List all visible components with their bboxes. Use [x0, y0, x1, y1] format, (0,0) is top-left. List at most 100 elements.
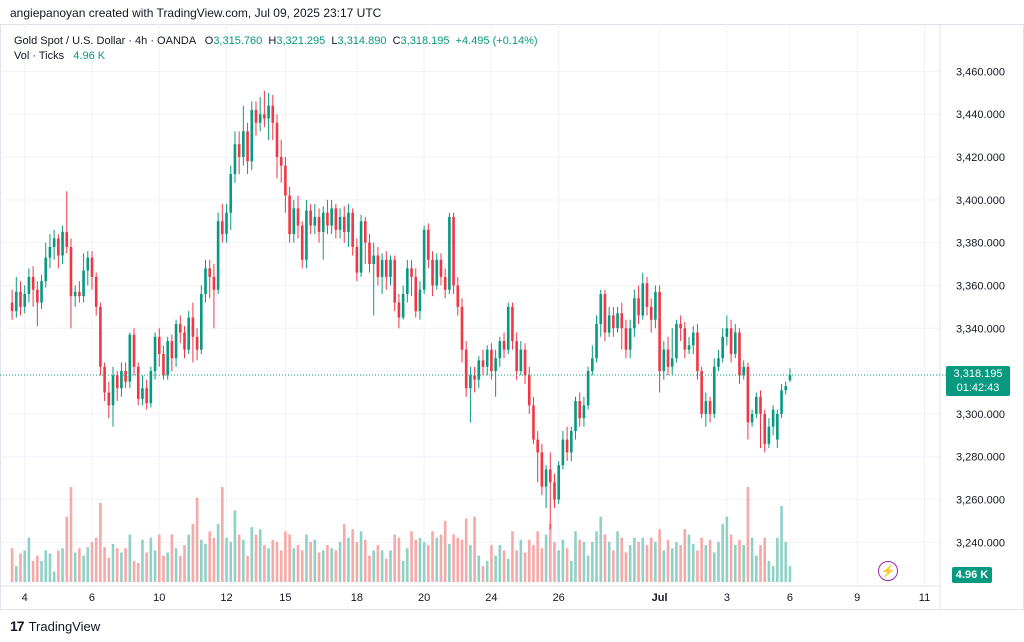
y-tick-label: 3,440.000 [956, 109, 1005, 121]
volume-bar [69, 487, 73, 582]
candle-body [439, 259, 443, 277]
volume-bar [246, 555, 249, 582]
volume-bar [733, 545, 737, 582]
volume-bar [187, 534, 190, 582]
candle-body [174, 323, 178, 359]
volume-bar [216, 523, 220, 582]
y-tick-label: 3,400.000 [956, 195, 1005, 207]
high-value: 3,321.295 [276, 35, 326, 47]
candle-body [544, 469, 548, 487]
lightning-icon[interactable]: ⚡ [878, 561, 898, 581]
volume-bar [363, 539, 367, 582]
candle-body [633, 298, 636, 329]
candle-body [363, 221, 367, 243]
candle-body [65, 231, 69, 247]
volume-bar [527, 539, 531, 582]
candle-body [645, 283, 649, 307]
volume-bar [717, 541, 720, 582]
volume-bar [23, 550, 27, 582]
volume-bar [574, 531, 577, 582]
candle-body [557, 465, 560, 500]
candle-body [435, 259, 439, 286]
volume-bar [153, 550, 157, 582]
candle-body [376, 255, 380, 277]
volume-bar [61, 548, 64, 582]
volume-bar [309, 541, 312, 582]
candle-body [691, 332, 695, 346]
volume-bar [633, 537, 636, 582]
candle-body [69, 246, 73, 297]
candle-body [82, 270, 85, 297]
volume-bar [469, 545, 472, 582]
candle-body [347, 212, 350, 232]
volume-bar [540, 548, 544, 582]
y-tick-label: 3,340.000 [956, 323, 1005, 335]
volume-bar [759, 545, 762, 582]
x-tick-label: 12 [220, 592, 232, 604]
volume-bar [136, 563, 140, 582]
candle-body [586, 371, 590, 406]
candle-body [15, 291, 18, 312]
candlestick-chart[interactable]: 3,460.000 3,440.000 3,420.000 3,400.000 3,38… [0, 0, 1024, 610]
candle-body [515, 341, 518, 372]
candle-body [591, 358, 594, 372]
volume-bar [427, 545, 430, 582]
volume-bar [191, 523, 195, 582]
volume-bar [683, 529, 687, 582]
volume-bar [473, 516, 476, 582]
candle-body [149, 371, 153, 404]
volume-bar [746, 487, 750, 582]
candle-body [658, 291, 661, 372]
volume-bar [755, 555, 758, 582]
candle-body [195, 336, 199, 350]
candle-body [620, 313, 624, 329]
candle-body [128, 334, 132, 382]
candle-body [157, 336, 161, 354]
volume-bar [666, 539, 670, 582]
volume-bar [544, 534, 548, 582]
volume-bar [99, 502, 102, 582]
close-label: C [392, 35, 401, 47]
volume-bar [271, 539, 275, 582]
candle-body [61, 231, 64, 256]
candle-body [599, 294, 603, 324]
candle-body [738, 332, 741, 376]
candle-body [44, 257, 48, 282]
candle-body [570, 431, 573, 453]
candle-body [296, 208, 300, 226]
volume-bar [780, 506, 783, 582]
candle-body [208, 268, 212, 277]
candle-body [31, 276, 35, 290]
volume-bar [456, 537, 460, 582]
last-price-value: 3,318.195 [953, 367, 1003, 380]
volume-bar [250, 527, 254, 582]
x-tick-label: 10 [153, 592, 165, 604]
volume-bar [48, 553, 52, 582]
candle-body [225, 212, 228, 235]
volume-bar [607, 541, 611, 582]
volume-bar [679, 545, 682, 582]
candle-body [393, 259, 397, 303]
candle-body [422, 229, 426, 290]
volume-bar [103, 547, 106, 582]
volume-bar [212, 537, 216, 582]
volume-bar [296, 545, 300, 582]
volume-bar [225, 537, 228, 582]
candle-body [683, 328, 687, 350]
volume-bar [73, 552, 77, 582]
candle-body [321, 212, 325, 232]
volume-bar [279, 550, 283, 582]
candle-body [237, 144, 241, 158]
volume-bar [208, 531, 212, 582]
volume-bar [254, 534, 258, 582]
volume-bar [170, 534, 174, 582]
volume-bar [200, 539, 203, 582]
volume-bar [502, 550, 506, 582]
y-tick-label: 3,280.000 [956, 452, 1005, 464]
candle-body [284, 165, 287, 196]
candle-body [36, 289, 39, 303]
candle-body [48, 246, 52, 258]
volume-bar [90, 541, 94, 582]
volume-bar [368, 555, 371, 582]
candle-body [670, 358, 674, 367]
